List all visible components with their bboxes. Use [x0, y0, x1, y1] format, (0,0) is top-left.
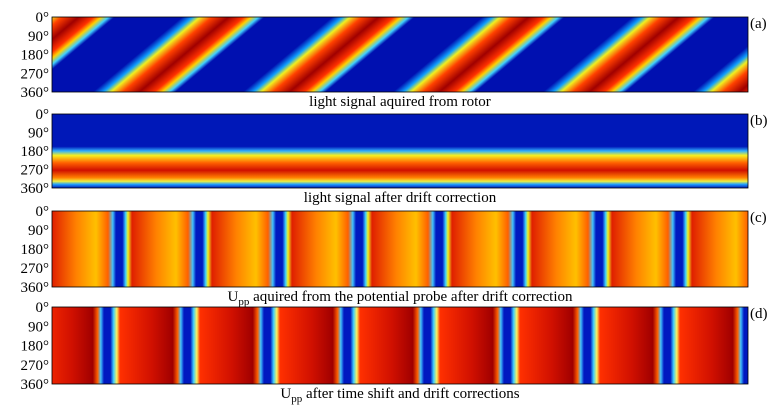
- y-tick-label: 360°: [21, 181, 50, 197]
- panel-label: (b): [750, 113, 768, 129]
- y-tick-label: 360°: [21, 377, 50, 393]
- y-tick-label: 180°: [21, 242, 50, 258]
- y-tick-label: 270°: [21, 358, 50, 374]
- caption-symbol: U: [227, 289, 238, 305]
- y-tick-label: 90°: [28, 319, 49, 335]
- y-tick-label: 0°: [36, 10, 50, 26]
- y-tick-label: 360°: [21, 280, 50, 296]
- y-tick-label: 270°: [21, 66, 50, 82]
- y-tick-label: 270°: [21, 261, 50, 277]
- y-tick-label: 90°: [28, 126, 49, 142]
- caption: light signal aquired from rotor: [309, 94, 491, 110]
- caption-symbol: U: [280, 386, 291, 402]
- caption-subscript: pp: [238, 296, 250, 308]
- caption: light signal after drift correction: [304, 190, 497, 206]
- heatmap: [52, 17, 748, 92]
- y-tick-label: 360°: [21, 85, 50, 101]
- y-tick-label: 0°: [36, 204, 50, 220]
- heatmap: [52, 307, 748, 384]
- y-tick-label: 90°: [28, 223, 49, 239]
- heatmap: [52, 114, 748, 188]
- panel-label: (a): [750, 16, 767, 32]
- caption: Upp after time shift and drift correctio…: [280, 386, 519, 405]
- panel-label: (c): [750, 210, 767, 226]
- y-tick-label: 180°: [21, 144, 50, 160]
- figure: 0° 90° 180° 270° 360° (a) light signal aquired…: [0, 0, 768, 407]
- heatmap: [52, 211, 748, 287]
- y-tick-label: 0°: [36, 107, 50, 123]
- caption-text: aquired from the potential probe after d…: [249, 289, 573, 305]
- caption-subscript: pp: [291, 393, 303, 405]
- caption-text: light signal aquired from rotor: [309, 94, 491, 110]
- y-tick-label: 180°: [21, 339, 50, 355]
- caption-text: light signal after drift correction: [304, 190, 497, 206]
- panel-label: (d): [750, 306, 768, 322]
- y-tick-label: 0°: [36, 300, 50, 316]
- y-tick-label: 180°: [21, 48, 50, 64]
- y-tick-label: 90°: [28, 29, 49, 45]
- caption: Upp aquired from the potential probe aft…: [227, 289, 573, 308]
- y-tick-label: 270°: [21, 163, 50, 179]
- caption-text: after time shift and drift corrections: [302, 386, 520, 402]
